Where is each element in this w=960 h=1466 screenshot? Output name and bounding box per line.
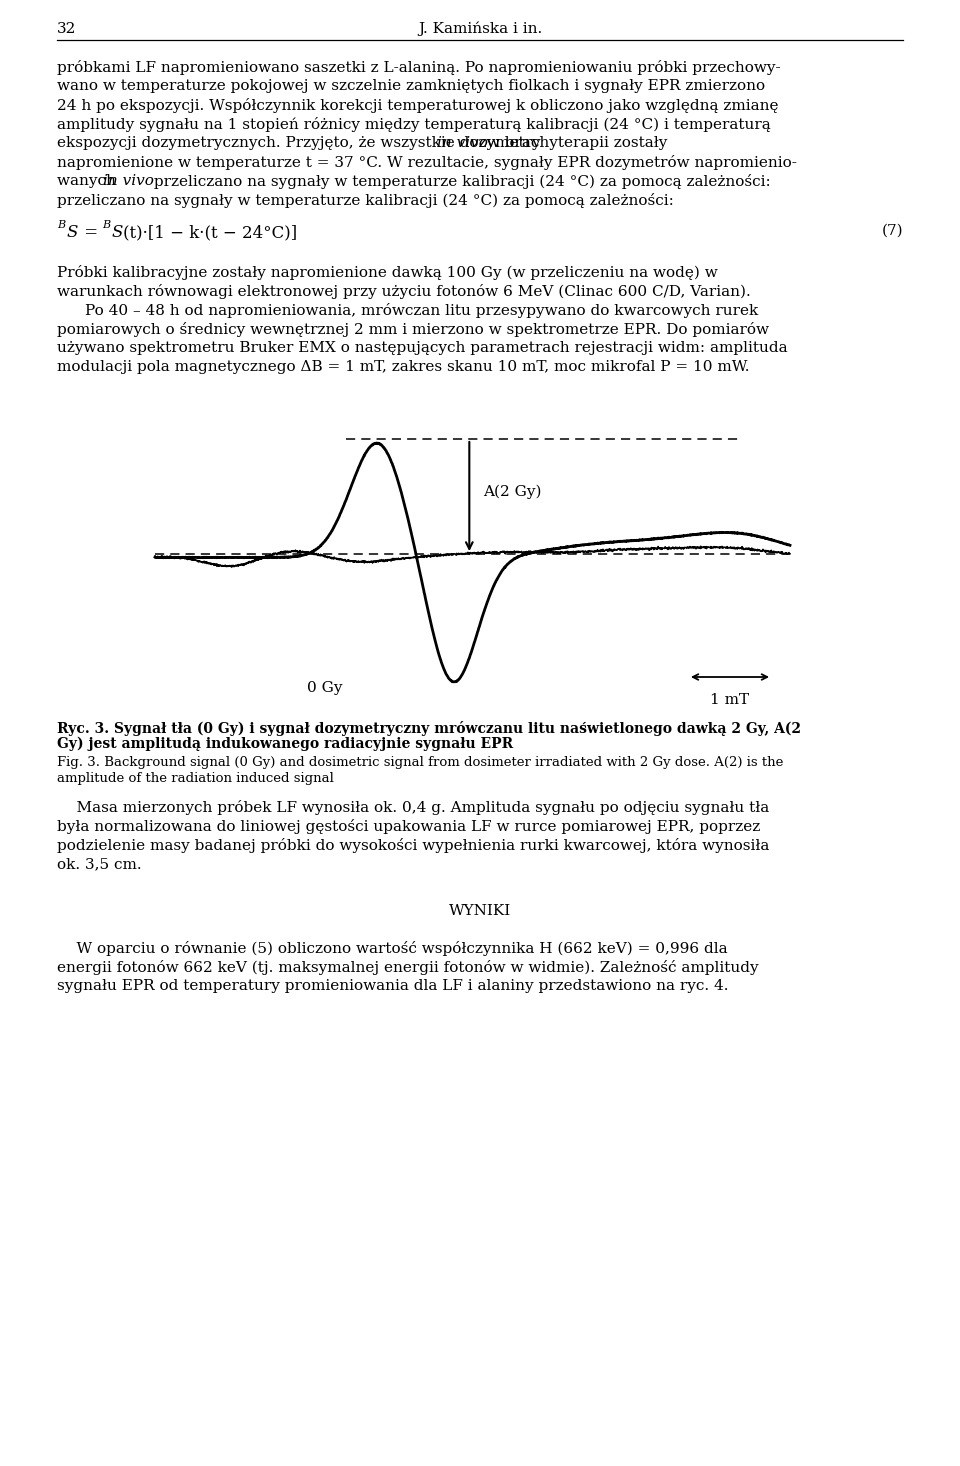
Text: wanych: wanych bbox=[57, 174, 121, 188]
Text: próbkami LF napromieniowano saszetki z L-alaniną. Po napromieniowaniu próbki prz: próbkami LF napromieniowano saszetki z L… bbox=[57, 60, 780, 75]
Text: napromienione w temperaturze t = 37 °C. W rezultacie, sygnały EPR dozymetrów nap: napromienione w temperaturze t = 37 °C. … bbox=[57, 155, 797, 170]
Text: B: B bbox=[102, 220, 110, 230]
Text: ok. 3,5 cm.: ok. 3,5 cm. bbox=[57, 858, 142, 871]
Text: wano w temperaturze pokojowej w szczelnie zamkniętych fiolkach i sygnały EPR zmi: wano w temperaturze pokojowej w szczelni… bbox=[57, 79, 765, 92]
Text: in vivo: in vivo bbox=[103, 174, 154, 188]
Text: (t)·[1 − k·(t − 24°C)]: (t)·[1 − k·(t − 24°C)] bbox=[123, 224, 298, 240]
Text: S: S bbox=[112, 224, 124, 240]
Text: A(2 Gy): A(2 Gy) bbox=[483, 484, 541, 498]
Text: J. Kamińska i in.: J. Kamińska i in. bbox=[418, 22, 542, 37]
Text: =: = bbox=[79, 224, 104, 240]
Text: 32: 32 bbox=[57, 22, 77, 37]
Text: 0 Gy: 0 Gy bbox=[307, 682, 343, 695]
Text: Po 40 – 48 h od napromieniowania, mrówczan litu przesypywano do kwarcowych rurek: Po 40 – 48 h od napromieniowania, mrówcz… bbox=[85, 303, 758, 318]
Text: (7): (7) bbox=[881, 224, 903, 237]
Text: sygnału EPR od temperatury promieniowania dla LF i alaniny przedstawiono na ryc.: sygnału EPR od temperatury promieniowani… bbox=[57, 979, 729, 992]
Text: używano spektrometru Bruker EMX o następujących parametrach rejestracji widm: am: używano spektrometru Bruker EMX o następ… bbox=[57, 342, 787, 355]
Text: w brachyterapii zostały: w brachyterapii zostały bbox=[482, 136, 667, 150]
Text: Próbki kalibracyjne zostały napromienione dawką 100 Gy (w przeliczeniu na wodę) : Próbki kalibracyjne zostały napromienion… bbox=[57, 265, 718, 280]
Text: amplitude of the radiation induced signal: amplitude of the radiation induced signa… bbox=[57, 773, 334, 784]
Text: W oparciu o równanie (5) obliczono wartość współczynnika H (662 keV) = 0,996 dla: W oparciu o równanie (5) obliczono warto… bbox=[57, 941, 728, 956]
Text: energii fotonów 662 keV (tj. maksymalnej energii fotonów w widmie). Zależność am: energii fotonów 662 keV (tj. maksymalnej… bbox=[57, 960, 758, 975]
Text: in vivo: in vivo bbox=[437, 136, 488, 150]
Text: Ryc. 3. Sygnał tła (0 Gy) i sygnał dozymetryczny mrówczanu litu naświetlonego da: Ryc. 3. Sygnał tła (0 Gy) i sygnał dozym… bbox=[57, 721, 801, 736]
Text: pomiarowych o średnicy wewnętrznej 2 mm i mierzono w spektrometrze EPR. Do pomia: pomiarowych o średnicy wewnętrznej 2 mm … bbox=[57, 323, 769, 337]
Text: warunkach równowagi elektronowej przy użyciu fotonów 6 MeV (Clinac 600 C/D, Vari: warunkach równowagi elektronowej przy uż… bbox=[57, 284, 751, 299]
Text: WYNIKI: WYNIKI bbox=[449, 905, 511, 918]
Text: ekspozycji dozymetrycznych. Przyjęto, że wszystkie dozymetry: ekspozycji dozymetrycznych. Przyjęto, że… bbox=[57, 136, 545, 150]
Text: Fig. 3. Background signal (0 Gy) and dosimetric signal from dosimeter irradiated: Fig. 3. Background signal (0 Gy) and dos… bbox=[57, 756, 783, 770]
Text: podzielenie masy badanej próbki do wysokości wypełnienia rurki kwarcowej, która : podzielenie masy badanej próbki do wysok… bbox=[57, 839, 769, 853]
Text: amplitudy sygnału na 1 stopień różnicy między temperaturą kalibracji (24 °C) i t: amplitudy sygnału na 1 stopień różnicy m… bbox=[57, 117, 771, 132]
Text: 1 mT: 1 mT bbox=[710, 693, 750, 707]
Text: przeliczano na sygnały w temperaturze kalibracji (24 °C) za pomocą zależności:: przeliczano na sygnały w temperaturze ka… bbox=[149, 174, 771, 189]
Text: modulacji pola magnetycznego ΔB = 1 mT, zakres skanu 10 mT, moc mikrofal P = 10 : modulacji pola magnetycznego ΔB = 1 mT, … bbox=[57, 361, 750, 374]
Text: Masa mierzonych próbek LF wynosiła ok. 0,4 g. Amplituda sygnału po odjęciu sygna: Masa mierzonych próbek LF wynosiła ok. 0… bbox=[57, 800, 769, 815]
Text: Gy) jest amplitudą indukowanego radiacyjnie sygnału EPR: Gy) jest amplitudą indukowanego radiacyj… bbox=[57, 737, 514, 752]
Text: 24 h po ekspozycji. Współczynnik korekcji temperaturowej k obliczono jako względ: 24 h po ekspozycji. Współczynnik korekcj… bbox=[57, 98, 779, 113]
Text: B: B bbox=[57, 220, 65, 230]
Text: przeliczano na sygnały w temperaturze kalibracji (24 °C) za pomocą zależności:: przeliczano na sygnały w temperaturze ka… bbox=[57, 194, 674, 208]
Text: S: S bbox=[67, 224, 79, 240]
Text: była normalizowana do liniowej gęstości upakowania LF w rurce pomiarowej EPR, po: była normalizowana do liniowej gęstości … bbox=[57, 819, 760, 834]
